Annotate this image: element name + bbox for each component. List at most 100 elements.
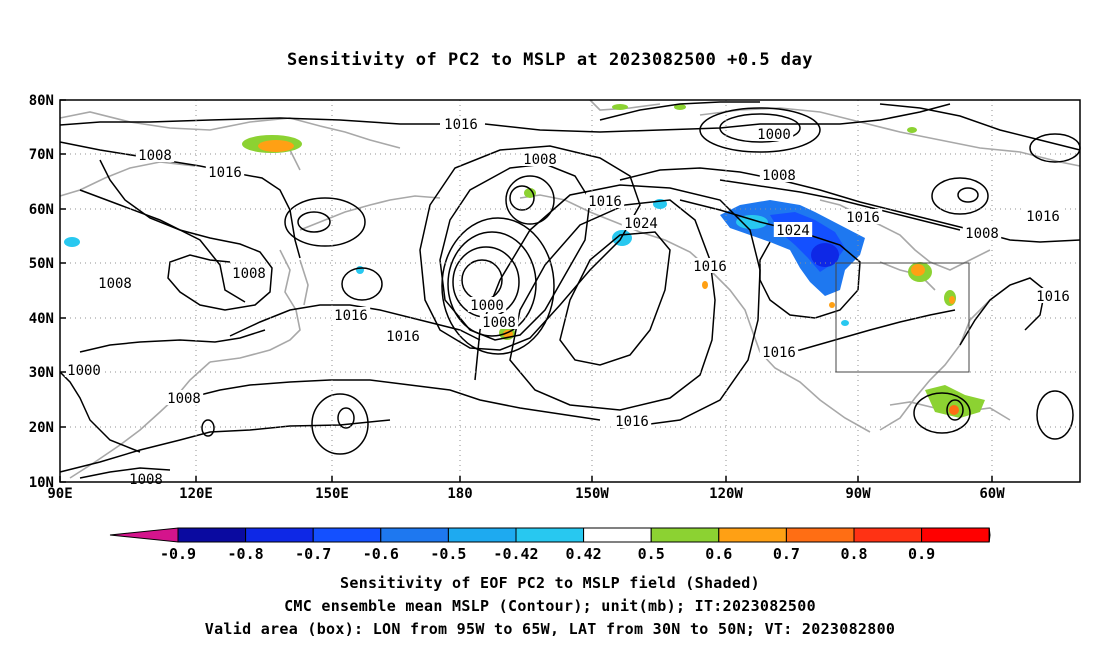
colorbar-label: -0.7 <box>295 545 331 563</box>
colorbar-over-triangle <box>988 527 991 543</box>
contour-label: 1016 <box>1036 289 1070 305</box>
contour-label: 1008 <box>232 266 266 282</box>
contour-label: 1016 <box>588 194 622 210</box>
contour-label: 1008 <box>138 148 172 164</box>
longitude-labels: 90E 120E 150E 180 150W 120W 90W 60W <box>47 476 1005 502</box>
contour-label-bg <box>690 258 730 273</box>
colorbar-bin <box>515 527 585 543</box>
colorbar-bin <box>177 527 247 543</box>
contour-label-bg <box>759 344 799 359</box>
contour-label-bg <box>135 147 175 162</box>
contour-label-bg <box>621 215 661 230</box>
colorbar-bin <box>245 527 314 543</box>
colorbar-bin <box>650 527 720 543</box>
colorbar-label: -0.5 <box>430 545 466 563</box>
valid-area-box <box>835 262 970 373</box>
contour-label: 1016 <box>846 210 880 226</box>
contour-label: 1016 <box>615 414 649 430</box>
colorbar-bin <box>921 527 990 543</box>
contour-label: 1016 <box>1026 209 1060 225</box>
lat-label: 70N <box>29 147 54 163</box>
lon-label: 90E <box>47 486 72 502</box>
latitude-labels: 80N 70N 60N 50N 40N 30N 20N 10N <box>29 93 66 491</box>
colorbar-bin <box>380 527 449 543</box>
colorbar-label: 0.7 <box>773 545 800 563</box>
contour-label-bg <box>759 167 799 182</box>
contour-label-bg <box>520 151 560 166</box>
colorbar-label: 0.5 <box>638 545 665 563</box>
colorbar-label: -0.6 <box>363 545 399 563</box>
lat-label: 60N <box>29 202 54 218</box>
contour-label: 1008 <box>129 472 163 488</box>
colorbar-bin <box>447 527 517 543</box>
lat-label: 50N <box>29 256 54 272</box>
lon-label: 120E <box>179 486 213 502</box>
contour-label-bg <box>1023 208 1063 223</box>
lat-label: 80N <box>29 93 54 109</box>
contour-label: 1008 <box>167 391 201 407</box>
contour-label: 1016 <box>762 345 796 361</box>
contour-label: 1024 <box>776 223 810 239</box>
footer-line-1: Sensitivity of EOF PC2 to MSLP field (Sh… <box>340 574 760 592</box>
lon-label: 90W <box>845 486 871 502</box>
colorbar-bin <box>312 527 382 543</box>
lat-label: 40N <box>29 311 54 327</box>
contour-label: 1008 <box>762 168 796 184</box>
contour-label-bg <box>95 275 135 290</box>
contour-label: 1016 <box>386 329 420 345</box>
colorbar-under-triangle <box>109 527 179 543</box>
contour-label-bg <box>467 297 507 312</box>
lon-label: 150E <box>315 486 349 502</box>
footer-line-2: CMC ensemble mean MSLP (Contour); unit(m… <box>284 597 816 615</box>
contour-label-bg <box>229 265 269 280</box>
colorbar-label: 0.6 <box>705 545 732 563</box>
contour-label-bg <box>585 193 625 208</box>
coastlines <box>59 99 1081 479</box>
contour-label: 1008 <box>98 276 132 292</box>
contour-label: 1008 <box>482 315 516 331</box>
contour-label-bg <box>205 164 245 179</box>
colorbar: -0.9 -0.8 -0.7 -0.6 -0.5 -0.42 0.42 0.5 0.6 0.7 0.… <box>109 527 991 563</box>
colorbar-label: 0.9 <box>908 545 935 563</box>
colorbar-bin <box>785 527 855 543</box>
contour-label: 1016 <box>444 117 478 133</box>
colorbar-bin <box>583 527 652 543</box>
contour-label: 1008 <box>965 226 999 242</box>
lon-label: 120W <box>709 486 743 502</box>
contour-label-bg <box>331 307 371 322</box>
contour-label: 1016 <box>208 165 242 181</box>
contour-label-bg <box>754 126 794 141</box>
colorbar-bin <box>853 527 923 543</box>
contour-label: 1024 <box>624 216 658 232</box>
colorbar-bin <box>718 527 787 543</box>
contour-label-bg <box>479 314 519 329</box>
contour-label-bg <box>612 413 652 428</box>
colorbar-label: -0.8 <box>228 545 264 563</box>
contour-label-bg <box>1033 288 1073 303</box>
lat-label: 30N <box>29 365 54 381</box>
contour-label: 1008 <box>523 152 557 168</box>
contour-label-bg <box>441 116 481 131</box>
footer-line-3: Valid area (box): LON from 95W to 65W, L… <box>204 620 896 638</box>
contour-label-bg <box>164 390 204 405</box>
colorbar-label: -0.42 <box>493 545 538 563</box>
lon-label: 60W <box>979 486 1005 502</box>
lon-label: 180 <box>447 486 472 502</box>
contour-label-bg <box>773 222 813 237</box>
graticule <box>60 100 1080 482</box>
contour-label-bg <box>962 225 1002 240</box>
lat-label: 10N <box>29 475 54 491</box>
contour-label: 1000 <box>757 127 791 143</box>
contour-label-bg <box>843 209 883 224</box>
lon-label: 150W <box>575 486 609 502</box>
contour-label: 1000 <box>67 363 101 379</box>
contour-label: 1000 <box>470 298 504 314</box>
contour-label: 1016 <box>334 308 368 324</box>
map-frame <box>59 99 1081 483</box>
contour-label: 1016 <box>693 259 727 275</box>
lat-label: 20N <box>29 420 54 436</box>
map-title: Sensitivity of PC2 to MSLP at 2023082500… <box>286 50 813 70</box>
colorbar-label: 0.8 <box>840 545 867 563</box>
